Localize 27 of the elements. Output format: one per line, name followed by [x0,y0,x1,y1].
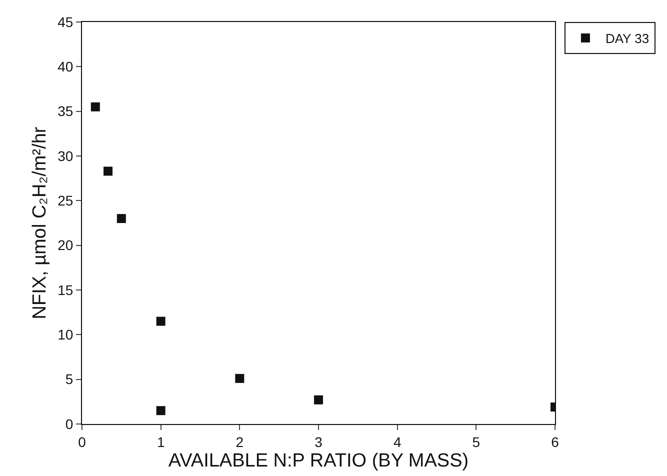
point [104,166,113,176]
y-axis-title: NFIX, µmol C₂H₂/m²/hr [29,126,50,320]
x-tick-label: 0 [78,434,86,450]
y-tick-label: 0 [65,416,74,432]
x-tick-label: 4 [393,434,402,450]
y-tick-label: 40 [58,58,74,75]
x-tick-label: 2 [236,434,244,450]
y-tick-label: 30 [58,148,74,164]
y-tick-label: 5 [65,371,74,388]
y-tick-label: 45 [58,14,74,30]
y-tick-label: 10 [58,326,74,343]
x-axis-title: AVAILABLE N:P RATIO (BY MASS) [168,450,469,472]
y-tick-label: 35 [58,103,74,120]
point [156,406,166,416]
y-tick-label: 25 [58,192,74,209]
point [235,374,244,383]
point [314,395,323,404]
point [116,214,126,224]
x-tick-label: 6 [551,434,560,450]
x-tick-label: 3 [314,434,323,450]
point [156,316,166,326]
x-tick-label: 5 [472,434,480,450]
x-tick-label: 1 [156,434,165,450]
y-tick-label: 20 [58,237,74,254]
y-tick-label: 15 [58,282,74,298]
legend-label: DAY 33 [605,31,650,46]
point [90,102,100,112]
